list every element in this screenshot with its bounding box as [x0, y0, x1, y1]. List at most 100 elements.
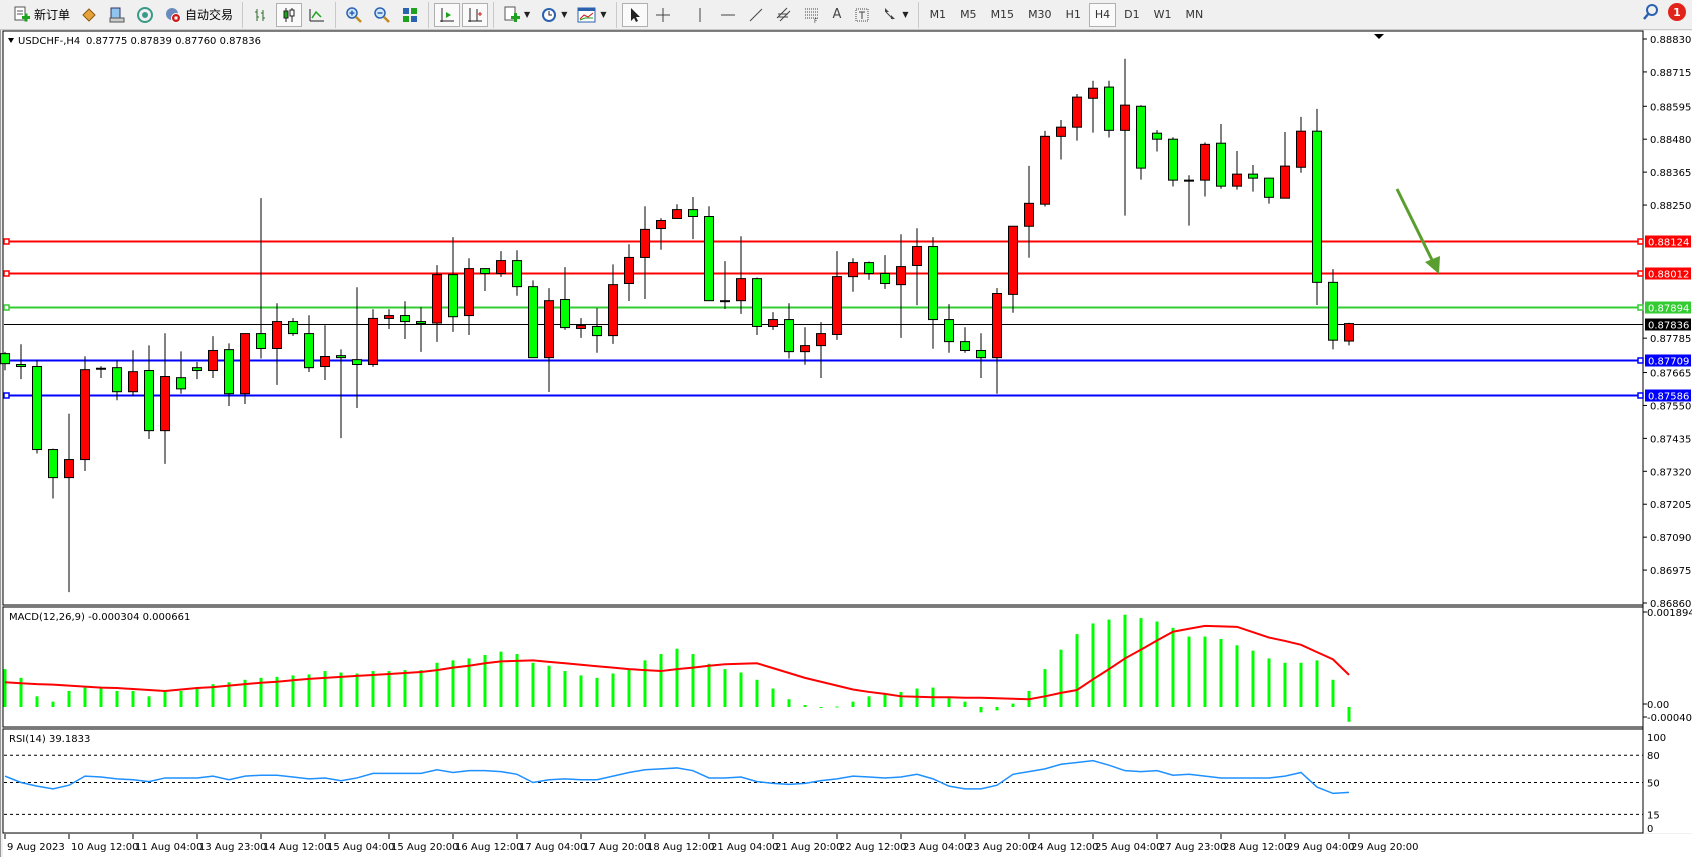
level-anchor-left[interactable]: [3, 304, 10, 311]
candle[interactable]: [720, 261, 730, 309]
candle[interactable]: [672, 204, 682, 220]
candle[interactable]: [480, 268, 490, 291]
candle[interactable]: [1232, 150, 1242, 190]
new-order-button[interactable]: 新订单: [9, 3, 74, 27]
text-label-button[interactable]: [849, 3, 875, 27]
level-anchor-right[interactable]: [1637, 392, 1644, 399]
candle[interactable]: [1168, 137, 1178, 187]
candle[interactable]: [304, 315, 314, 372]
bar-chart-button[interactable]: [248, 3, 274, 27]
crosshair-button[interactable]: [650, 3, 676, 27]
timeframe-mn[interactable]: MN: [1185, 8, 1204, 21]
candle[interactable]: [416, 307, 426, 352]
chart-shift-button[interactable]: [462, 2, 489, 27]
candle[interactable]: [80, 356, 90, 472]
candle[interactable]: [1264, 177, 1274, 204]
candle[interactable]: [352, 287, 362, 409]
candle[interactable]: [912, 228, 922, 306]
line-chart-button[interactable]: [304, 3, 330, 27]
level-anchor-left[interactable]: [3, 392, 10, 399]
candle[interactable]: [800, 327, 810, 365]
search-icon[interactable]: [1642, 3, 1660, 21]
timeframe-h4[interactable]: H4: [1088, 2, 1117, 27]
candle[interactable]: [496, 251, 506, 277]
signals-button[interactable]: [132, 3, 158, 27]
candle[interactable]: [272, 303, 282, 385]
candle[interactable]: [896, 234, 906, 338]
collapse-triangle-icon[interactable]: [8, 38, 14, 43]
candle[interactable]: [784, 303, 794, 359]
level-anchor-right[interactable]: [1637, 304, 1644, 311]
main-pane[interactable]: [2, 30, 1644, 606]
candle[interactable]: [144, 345, 154, 439]
candle[interactable]: [576, 318, 586, 338]
candle[interactable]: [960, 327, 970, 353]
candle[interactable]: [224, 343, 234, 407]
text-button[interactable]: A: [827, 3, 848, 27]
candle[interactable]: [240, 333, 250, 405]
candle[interactable]: [560, 267, 570, 330]
annotation-arrow[interactable]: [1395, 188, 1440, 274]
candle[interactable]: [1008, 225, 1018, 313]
auto-trading-button[interactable]: 自动交易: [160, 3, 237, 27]
candle[interactable]: [192, 361, 202, 380]
candle[interactable]: [384, 309, 394, 330]
candle[interactable]: [1184, 175, 1194, 226]
auto-scroll-button[interactable]: [434, 2, 461, 27]
market-watch-button[interactable]: [76, 3, 102, 27]
navigator-button[interactable]: [104, 3, 130, 27]
candle[interactable]: [1024, 165, 1034, 258]
timeframe-m30[interactable]: M30: [1028, 8, 1052, 21]
candle[interactable]: [928, 237, 938, 349]
candle[interactable]: [16, 344, 26, 380]
candle[interactable]: [1216, 124, 1226, 189]
candle[interactable]: [160, 333, 170, 464]
candle[interactable]: [816, 322, 826, 378]
candle[interactable]: [608, 264, 618, 344]
candle[interactable]: [1280, 132, 1290, 199]
candle[interactable]: [1120, 58, 1130, 216]
candle[interactable]: [208, 336, 218, 378]
price-axis[interactable]: [1643, 31, 1692, 833]
candle[interactable]: [48, 448, 58, 499]
candle[interactable]: [1296, 116, 1306, 173]
timeframe-w1[interactable]: W1: [1153, 8, 1172, 21]
candle[interactable]: [400, 301, 410, 340]
timeframe-m5[interactable]: M5: [960, 8, 977, 21]
candle[interactable]: [1328, 269, 1338, 350]
candle[interactable]: [464, 258, 474, 336]
candle[interactable]: [1056, 120, 1066, 160]
candle[interactable]: [1104, 80, 1114, 138]
candle[interactable]: [752, 277, 762, 336]
candle[interactable]: [624, 244, 634, 301]
timeframe-d1[interactable]: D1: [1124, 8, 1140, 21]
candle[interactable]: [736, 236, 746, 314]
level-anchor-right[interactable]: [1637, 238, 1644, 245]
tile-windows-button[interactable]: [397, 3, 423, 27]
time-axis[interactable]: [3, 834, 1692, 857]
candle[interactable]: [592, 308, 602, 353]
timeframe-m15[interactable]: M15: [990, 8, 1015, 21]
level-anchor-right[interactable]: [1637, 357, 1644, 364]
candle[interactable]: [448, 237, 458, 332]
candle[interactable]: [1312, 108, 1322, 305]
timeframe-h1[interactable]: H1: [1065, 8, 1081, 21]
fibonacci-button[interactable]: F: [799, 3, 825, 27]
zoom-out-button[interactable]: [369, 3, 395, 27]
candle[interactable]: [0, 351, 10, 371]
level-anchor-left[interactable]: [3, 238, 10, 245]
candle[interactable]: [320, 325, 330, 380]
horizontal-level-line[interactable]: 0.87586: [3, 389, 1691, 403]
candle[interactable]: [1248, 164, 1258, 192]
zoom-in-button[interactable]: [341, 3, 367, 27]
candle[interactable]: [176, 351, 186, 394]
candle[interactable]: [864, 261, 874, 280]
candle[interactable]: [64, 413, 74, 593]
candle[interactable]: [432, 265, 442, 342]
vertical-line-button[interactable]: [687, 3, 713, 27]
level-anchor-right[interactable]: [1637, 270, 1644, 277]
candle[interactable]: [768, 312, 778, 330]
candle[interactable]: [976, 333, 986, 378]
candle[interactable]: [1088, 80, 1098, 133]
candle[interactable]: [544, 288, 554, 393]
